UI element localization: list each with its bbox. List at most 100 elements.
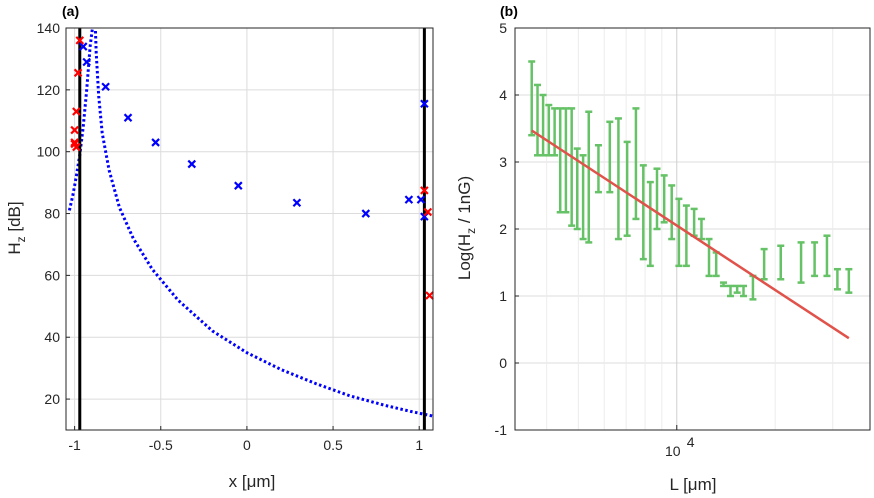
errorbar	[823, 234, 831, 278]
x-marker-stroke	[187, 159, 197, 169]
errorbar	[556, 107, 564, 214]
panel-a-ylabel: Hz [dB]	[5, 201, 28, 254]
x-marker	[72, 107, 81, 116]
y-tick-label: -1	[495, 422, 508, 438]
errorbar	[562, 107, 570, 214]
panel-a-axes-box	[65, 27, 434, 431]
y-tick-label: 80	[44, 206, 60, 222]
x-marker-stroke	[420, 186, 429, 195]
x-marker	[73, 68, 83, 78]
x-marker	[82, 57, 91, 67]
x-marker-stroke	[72, 107, 81, 116]
panel-b-xlabel: L [μm]	[670, 475, 717, 494]
y-tick-label: 3	[499, 154, 507, 170]
x-marker	[425, 291, 434, 300]
x-marker-stroke	[82, 57, 91, 67]
fit-line	[531, 129, 850, 340]
x-tick-label: 0.5	[323, 437, 343, 453]
errorbar	[777, 244, 785, 281]
x-marker-stroke	[101, 82, 110, 92]
errorbar	[690, 207, 698, 237]
panel-b-grid	[515, 27, 870, 431]
y-tick-label: 140	[37, 20, 61, 36]
errorbar	[579, 154, 587, 241]
x-marker	[151, 138, 160, 147]
panel-a-boundary-lines	[78, 28, 426, 430]
y-tick-label: 20	[44, 391, 60, 407]
errorbar	[727, 284, 735, 298]
panel-a-label: (a)	[62, 3, 79, 19]
errorbar	[568, 107, 576, 227]
x-marker-stroke	[420, 99, 429, 109]
panel-b: (b) -1 0 1 2 3 4 5 10 4 L [μm] Log(Hz / 1nG)	[455, 3, 871, 494]
errorbar	[660, 174, 668, 224]
x-marker	[75, 36, 85, 45]
y-tick-label: 2	[499, 221, 507, 237]
panel-a-markers	[70, 36, 434, 300]
panel-a-grid	[66, 27, 433, 430]
x-tick-label: 10	[665, 443, 681, 459]
x-marker-stroke	[425, 291, 434, 300]
y-tick-label: 60	[44, 267, 60, 283]
panel-a-curves	[67, 28, 433, 418]
y-tick-label: 4	[499, 87, 507, 103]
x-marker-stroke	[151, 138, 160, 147]
panel-b-tick-labels: -1 0 1 2 3 4 5 10 4	[495, 20, 695, 459]
x-marker	[234, 181, 243, 190]
panel-b-label: (b)	[500, 3, 518, 19]
errorbar	[573, 147, 581, 231]
errorbar	[733, 284, 741, 294]
x-tick-exponent: 4	[687, 434, 695, 450]
errorbar	[623, 140, 631, 237]
x-marker	[101, 82, 110, 92]
x-marker	[70, 139, 79, 149]
errorbar	[760, 247, 768, 281]
x-marker	[361, 209, 371, 218]
y-tick-label: 40	[44, 329, 60, 345]
x-marker-stroke	[423, 207, 433, 217]
errorbar	[833, 267, 841, 291]
panel-b-errorbars	[528, 60, 853, 301]
x-marker-stroke	[75, 36, 85, 45]
x-marker	[416, 195, 426, 204]
x-tick-label: 0	[243, 437, 251, 453]
panel-a-xlabel: x [μm]	[229, 472, 276, 491]
errorbar	[653, 167, 661, 231]
x-marker	[123, 113, 133, 122]
errorbar	[845, 267, 853, 294]
errorbar	[668, 184, 676, 241]
errorbar	[740, 284, 748, 298]
errorbar	[614, 117, 622, 241]
dotted-field-curve	[67, 28, 94, 211]
x-marker-stroke	[78, 42, 88, 51]
errorbar	[720, 281, 728, 288]
dotted-field-curve	[93, 28, 433, 418]
x-marker-stroke	[73, 68, 83, 78]
x-marker	[420, 99, 429, 109]
x-marker-stroke	[361, 209, 371, 218]
x-marker-stroke	[123, 113, 133, 122]
errorbar	[528, 60, 536, 137]
x-tick-label: -0.5	[149, 437, 173, 453]
x-marker-stroke	[416, 195, 426, 204]
y-tick-label: 0	[499, 355, 507, 371]
x-marker-stroke	[70, 125, 79, 135]
errorbar	[811, 241, 819, 278]
x-tick-label: 1	[415, 437, 423, 453]
errorbar	[646, 180, 654, 268]
y-tick-label: 5	[499, 20, 507, 36]
panel-b-ylabel: Log(Hz / 1nG)	[455, 176, 478, 280]
errorbar	[585, 110, 593, 244]
x-marker	[420, 186, 429, 195]
panel-b-fit-line	[531, 129, 850, 340]
errorbar	[712, 251, 720, 278]
x-marker-stroke	[234, 181, 243, 190]
x-marker-stroke	[70, 139, 79, 149]
y-tick-label: 100	[37, 144, 61, 160]
errorbar	[682, 204, 690, 268]
x-marker	[423, 207, 433, 217]
errorbar	[797, 241, 805, 284]
